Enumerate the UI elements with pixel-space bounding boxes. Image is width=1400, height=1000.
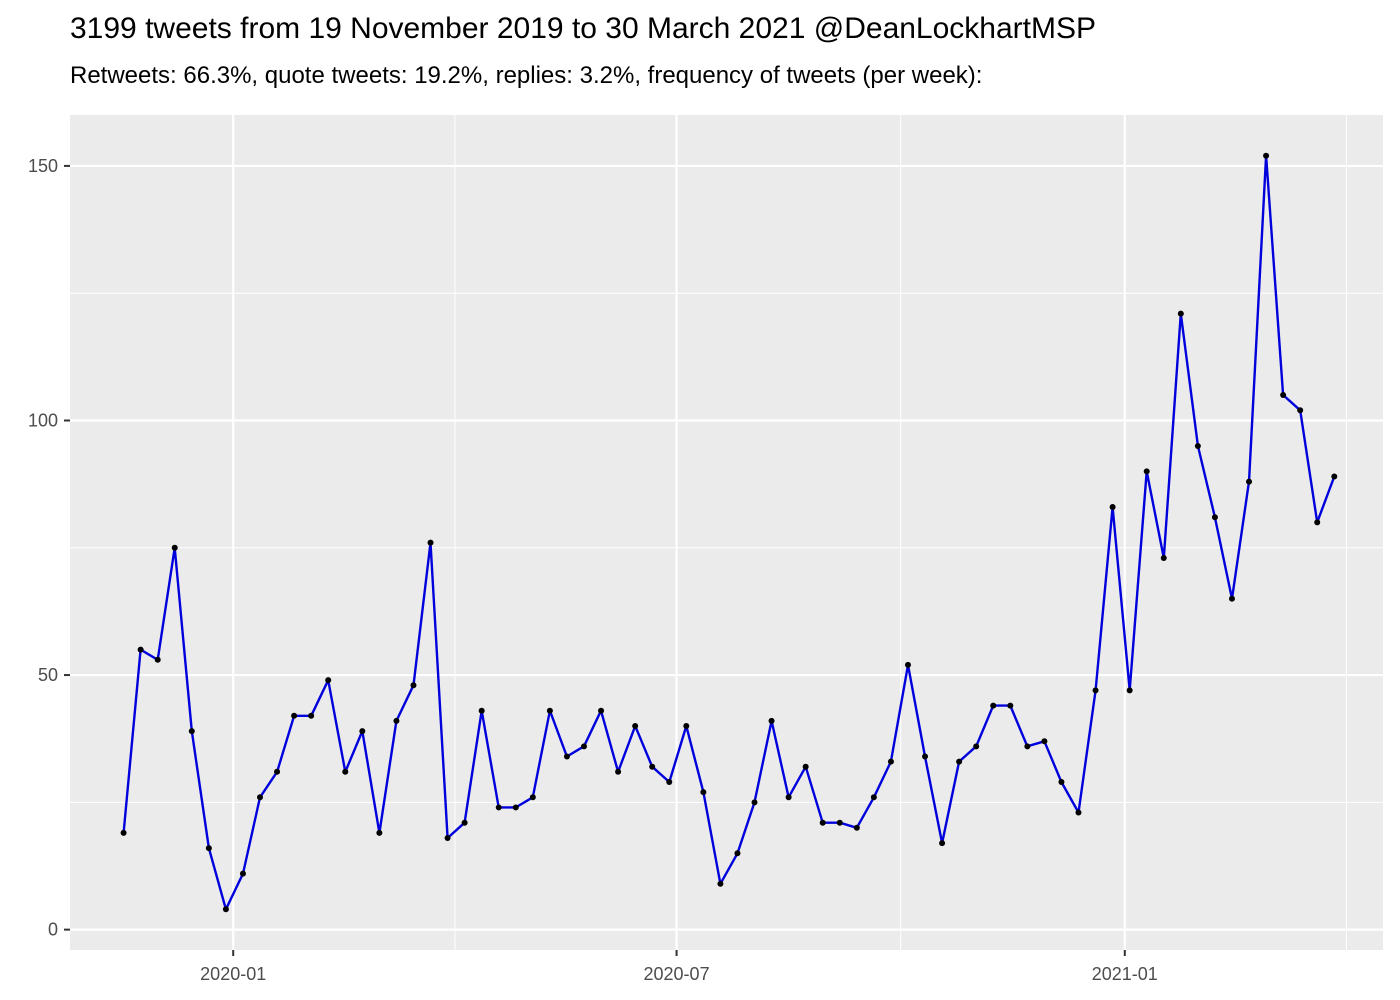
data-point	[222, 906, 229, 913]
data-point	[990, 702, 997, 709]
data-point	[171, 544, 178, 551]
data-point	[836, 819, 843, 826]
y-axis: 0 50 100 150	[28, 156, 70, 940]
data-point	[1263, 152, 1270, 159]
data-point	[308, 712, 315, 719]
data-point	[956, 758, 963, 765]
data-points	[120, 152, 1338, 913]
data-point	[563, 753, 570, 760]
data-point	[632, 722, 639, 729]
data-point	[291, 712, 298, 719]
major-gridlines	[70, 115, 1383, 950]
data-point	[1246, 478, 1253, 485]
data-point	[1058, 778, 1065, 785]
data-point	[1126, 687, 1133, 694]
data-point	[922, 753, 929, 760]
data-point	[717, 880, 724, 887]
data-point	[461, 819, 468, 826]
data-point	[785, 794, 792, 801]
data-point	[598, 707, 605, 714]
data-point	[700, 789, 707, 796]
data-point	[666, 778, 673, 785]
data-point	[188, 728, 195, 735]
data-point	[325, 677, 332, 684]
data-point	[444, 834, 451, 841]
data-point	[478, 707, 485, 714]
data-point	[1092, 687, 1099, 694]
data-point	[1007, 702, 1014, 709]
data-point	[1177, 310, 1184, 317]
data-point	[1331, 473, 1338, 480]
data-point	[1041, 738, 1048, 745]
data-point	[870, 794, 877, 801]
data-point	[1024, 743, 1031, 750]
series-line	[122, 154, 1336, 911]
data-point	[1194, 442, 1201, 449]
data-point	[393, 717, 400, 724]
data-point	[734, 850, 741, 857]
data-point	[751, 799, 758, 806]
data-point	[973, 743, 980, 750]
chart-subtitle: Retweets: 66.3%, quote tweets: 19.2%, re…	[70, 62, 983, 89]
data-point	[1280, 392, 1287, 399]
data-point	[683, 722, 690, 729]
data-point	[580, 743, 587, 750]
data-point	[359, 728, 366, 735]
data-point	[1160, 554, 1167, 561]
y-tick-label: 100	[28, 410, 58, 430]
data-point	[205, 845, 212, 852]
data-point	[1109, 504, 1116, 511]
data-point	[802, 763, 809, 770]
data-point	[1075, 809, 1082, 816]
y-tick-label: 50	[38, 665, 58, 685]
data-point	[819, 819, 826, 826]
data-point	[1228, 595, 1235, 602]
data-point	[546, 707, 553, 714]
data-point	[939, 840, 946, 847]
data-point	[853, 824, 860, 831]
data-point	[512, 804, 519, 811]
data-point	[887, 758, 894, 765]
data-point	[615, 768, 622, 775]
chart-title: 3199 tweets from 19 November 2019 to 30 …	[70, 12, 1097, 45]
data-point	[649, 763, 656, 770]
data-point	[376, 829, 383, 836]
data-point	[495, 804, 502, 811]
data-point	[342, 768, 349, 775]
data-point	[1314, 519, 1321, 526]
y-tick-label: 0	[48, 920, 58, 940]
plot-panel	[70, 115, 1383, 950]
data-point	[768, 717, 775, 724]
data-point	[410, 682, 417, 689]
data-point	[1211, 514, 1218, 521]
data-point	[529, 794, 536, 801]
data-point	[239, 870, 246, 877]
y-tick-label: 150	[28, 156, 58, 176]
data-point	[154, 656, 161, 663]
data-point	[137, 646, 144, 653]
data-point	[120, 829, 127, 836]
data-point	[274, 768, 281, 775]
x-axis: 2020-01 2020-07 2021-01	[200, 950, 1158, 984]
x-tick-label: 2021-01	[1092, 964, 1158, 984]
data-point	[904, 661, 911, 668]
x-tick-label: 2020-01	[200, 964, 266, 984]
data-point	[1143, 468, 1150, 475]
data-point	[1297, 407, 1304, 414]
data-point	[257, 794, 264, 801]
x-tick-label: 2020-07	[644, 964, 710, 984]
data-point	[427, 539, 434, 546]
